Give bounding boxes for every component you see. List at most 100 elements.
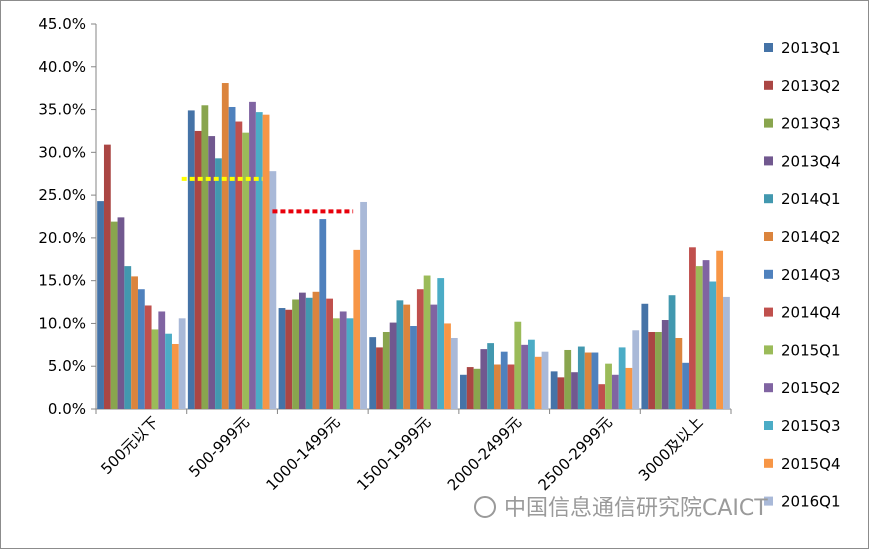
y-tick-label: 30.0% — [38, 143, 86, 161]
bar-2014Q4-1 — [235, 121, 243, 409]
bar-2015Q1-6 — [695, 266, 703, 409]
bar-2014Q2-0 — [131, 276, 138, 409]
bar-2015Q1-0 — [151, 329, 159, 409]
bar-2015Q3-4 — [528, 339, 535, 409]
legend-swatch — [764, 421, 773, 430]
bar-2014Q4-6 — [689, 247, 696, 409]
bar-2014Q3-5 — [591, 352, 599, 409]
legend-label: 2014Q4 — [781, 304, 841, 322]
legend-label: 2013Q4 — [781, 152, 841, 170]
bar-2015Q2-5 — [611, 374, 619, 409]
bar-2015Q4-5 — [625, 367, 633, 409]
bar-2014Q3-1 — [228, 106, 236, 410]
bar-2014Q4-2 — [326, 298, 333, 409]
bar-2015Q3-1 — [255, 112, 263, 410]
y-tick-label: 35.0% — [38, 101, 86, 119]
legend-swatch — [764, 345, 773, 355]
legend-label: 2014Q3 — [781, 266, 841, 284]
bar-2013Q4-2 — [298, 292, 306, 409]
bar-2014Q4-5 — [598, 384, 606, 409]
bar-2015Q3-0 — [165, 333, 172, 409]
legend-swatch — [764, 458, 773, 468]
bar-2013Q1-2 — [278, 308, 286, 409]
bar-2014Q2-5 — [584, 352, 592, 409]
bar-2014Q1-3 — [396, 300, 404, 409]
bar-2015Q4-4 — [534, 356, 542, 409]
bar-2013Q3-4 — [473, 368, 481, 409]
category-label: 500元以下 — [97, 413, 162, 478]
axes: 0.0% 5.0% 10.0% 15.0% 20.0% 25.0% 30.0% 35.0% 40… — [38, 15, 732, 418]
legend-swatch — [764, 156, 773, 166]
bar-2014Q4-3 — [416, 289, 424, 409]
bar-2013Q2-6 — [648, 332, 656, 409]
bar-2016Q1-1 — [269, 171, 277, 409]
bar-2014Q3-0 — [137, 289, 145, 409]
bar-2015Q3-3 — [437, 278, 445, 409]
legend-swatch — [764, 118, 773, 128]
bar-2014Q2-4 — [494, 364, 501, 409]
bar-2013Q1-6 — [641, 303, 649, 409]
bar-2015Q3-5 — [618, 347, 626, 409]
y-tick-label: 45.0% — [38, 15, 86, 33]
bar-2015Q2-2 — [339, 311, 347, 409]
legend: 2013Q1 2013Q2 2013Q3 2013Q4 2014Q1 2014Q2 2014… — [764, 39, 841, 511]
annotations — [181, 176, 354, 214]
category-label: 2500-2999元 — [535, 413, 616, 494]
bars — [97, 83, 730, 410]
bar-2015Q4-2 — [353, 249, 361, 409]
bar-2016Q1-2 — [360, 201, 367, 409]
bar-2015Q4-6 — [716, 250, 724, 409]
bar-2013Q1-0 — [97, 201, 104, 409]
legend-swatch — [764, 383, 773, 393]
bar-2016Q1-0 — [178, 318, 186, 409]
bar-2015Q3-6 — [709, 281, 717, 409]
legend-label: 2013Q1 — [781, 39, 841, 57]
y-tick-label: 40.0% — [38, 58, 86, 76]
bar-2016Q1-3 — [450, 337, 458, 409]
bar-2016Q1-6 — [723, 296, 730, 409]
legend-label: 2013Q3 — [781, 115, 841, 133]
legend-swatch — [764, 43, 773, 52]
watermark: 中国信息通信研究院CAICT — [474, 496, 768, 521]
bar-2014Q4-0 — [144, 305, 152, 409]
category-label: 500-999元 — [185, 413, 253, 481]
legend-swatch — [764, 194, 773, 204]
legend-label: 2016Q1 — [781, 493, 841, 511]
legend-label: 2014Q2 — [781, 228, 841, 246]
wechat-icon — [474, 496, 496, 518]
bar-2013Q4-5 — [571, 372, 578, 409]
bar-2015Q2-4 — [521, 344, 529, 409]
bar-2015Q4-3 — [444, 323, 451, 409]
bar-2013Q4-0 — [117, 217, 125, 409]
bar-2015Q2-3 — [430, 304, 438, 409]
bar-2015Q2-1 — [249, 101, 256, 410]
bar-2014Q3-6 — [682, 362, 690, 409]
bar-2015Q4-1 — [262, 114, 270, 409]
y-tick-label: 25.0% — [38, 186, 86, 204]
bar-2014Q2-3 — [403, 304, 411, 409]
watermark-text: 中国信息通信研究院CAICT — [504, 496, 768, 521]
category-label: 2000-2499元 — [444, 413, 525, 494]
y-tick-label: 5.0% — [48, 357, 86, 375]
y-tick-label: 10.0% — [38, 314, 86, 332]
bar-2014Q1-5 — [577, 346, 585, 409]
bar-2015Q2-0 — [158, 311, 166, 409]
category-label: 3000及以上 — [635, 413, 707, 485]
bar-2013Q3-5 — [564, 349, 572, 409]
bar-2016Q1-5 — [632, 330, 640, 409]
category-label: 1000-1499元 — [262, 413, 343, 494]
bar-2014Q2-2 — [312, 291, 320, 409]
legend-label: 2013Q2 — [781, 77, 841, 95]
bar-2015Q1-1 — [242, 132, 250, 409]
legend-label: 2014Q1 — [781, 190, 841, 208]
bar-2013Q4-3 — [389, 322, 397, 409]
category-labels: 500元以下 500-999元 1000-1499元 1500-1999元 2000-2… — [97, 413, 706, 494]
legend-label: 2015Q2 — [781, 379, 841, 397]
bar-2014Q1-4 — [487, 343, 495, 409]
bar-2013Q2-1 — [194, 130, 202, 409]
bar-2013Q2-2 — [285, 309, 293, 409]
bar-2014Q2-6 — [675, 337, 683, 409]
bar-2013Q1-1 — [187, 110, 195, 409]
